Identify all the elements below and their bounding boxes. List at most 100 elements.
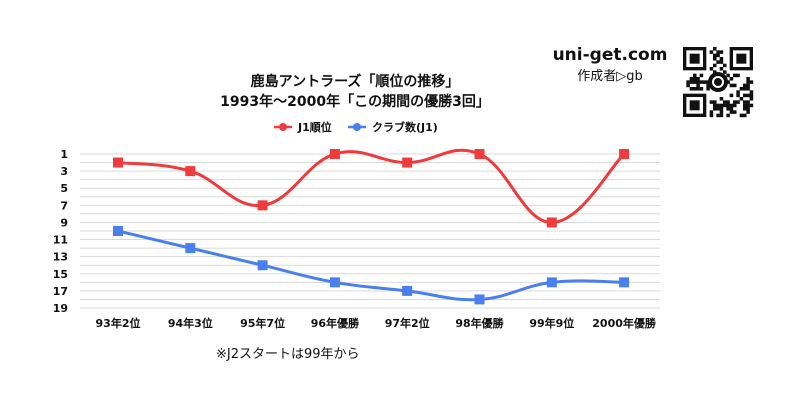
y-tick-label: 9 [60,216,68,229]
data-point-0-2 [257,200,268,211]
qr-module [726,80,730,84]
qr-module [699,87,704,91]
qr-module [716,103,720,108]
y-tick-label: 7 [60,199,68,212]
x-tick-label: 97年2位 [385,316,430,330]
qr-module [716,107,720,111]
qr-logo [708,72,728,92]
qr-module [719,50,724,54]
qr-module [706,83,710,88]
qr-module [736,73,740,78]
y-tick-label: 13 [53,251,68,264]
qr-module [723,63,727,68]
qr-module [719,107,724,111]
qr-module [716,60,720,64]
y-tick-label: 19 [53,302,68,315]
qr-module [719,57,724,61]
qr-module [686,83,690,88]
qr-module [703,80,707,84]
qr-module [713,100,717,104]
qr-module [739,87,744,91]
qr-module [716,53,720,58]
qr-module [696,80,700,84]
qr-module [749,97,754,101]
qr-finder-outer [683,93,707,117]
qr-finder-outer [729,47,753,71]
qr-module [723,70,727,74]
qr-module [693,80,697,84]
qr-module [706,87,710,91]
qr-module [736,100,740,104]
qr-module [749,90,754,94]
qr-module [719,67,724,71]
qr-module [709,113,714,118]
qr-module [709,67,714,71]
qr-module [746,107,750,111]
qr-module [693,77,697,81]
qr-module [746,87,750,91]
qr-module [726,73,730,78]
data-point-0-3 [329,149,340,159]
qr-finder-inner [689,53,700,64]
qr-module [743,100,747,104]
qr-module [716,50,720,54]
y-tick-label: 15 [53,268,68,281]
qr-module [746,80,750,84]
x-tick-label: 96年優勝 [311,316,360,330]
qr-finder-inner [689,100,700,111]
chart-subtitle: 1993年〜2000年「この期間の優勝3回」 [220,93,490,110]
qr-module [743,87,747,91]
data-point-1-1 [185,243,196,254]
data-point-1-3 [329,277,340,288]
footnote: ※J2スタートは99年から [216,347,360,362]
qr-module [746,83,750,88]
data-point-1-7 [619,277,630,288]
qr-module [729,107,734,111]
qr-module [726,103,730,108]
qr-module [689,77,694,81]
qr-module [729,93,734,98]
qr-module [723,100,727,104]
qr-module [736,93,740,98]
grid [80,153,660,309]
qr-module [733,103,737,108]
data-point-0-7 [619,149,630,159]
qr-module [693,73,697,78]
x-tick-label: 2000年優勝 [592,316,657,330]
chart-title: 鹿島アントラーズ「順位の推移」 [250,73,460,90]
qr-module [733,110,737,114]
qr-module [693,87,697,91]
legend-label-j1: J1順位 [297,120,332,134]
qr-finder-outer [683,47,707,71]
qr-module [746,100,750,104]
qr-module [699,80,704,84]
qr-module [743,103,747,108]
qr-module [729,77,734,81]
series-line-1 [117,229,625,302]
qr-module [696,87,700,91]
qr-module [726,100,730,104]
qr-module [713,57,717,61]
qr-module [729,103,734,108]
qr-module [726,113,730,118]
qr-module [729,83,734,88]
data-point-1-2 [257,260,268,271]
qr-logo-mark [712,76,724,88]
qr-module [749,103,754,108]
qr-module [716,113,720,118]
qr-module [696,77,700,81]
qr-module [733,100,737,104]
qr-module [733,83,737,88]
data-point-0-0 [113,157,123,168]
y-tick-label: 3 [60,165,68,178]
qr-module [746,110,750,114]
qr-module [739,113,744,118]
author-label: 作成者▷gb [577,69,643,84]
legend-marker-j1 [279,123,287,131]
legend-label-clubs: クラブ数(J1) [372,120,438,134]
y-tick-label: 5 [60,182,68,195]
qr-module [696,83,700,88]
qr-module [713,63,717,68]
qr-module [743,113,747,118]
